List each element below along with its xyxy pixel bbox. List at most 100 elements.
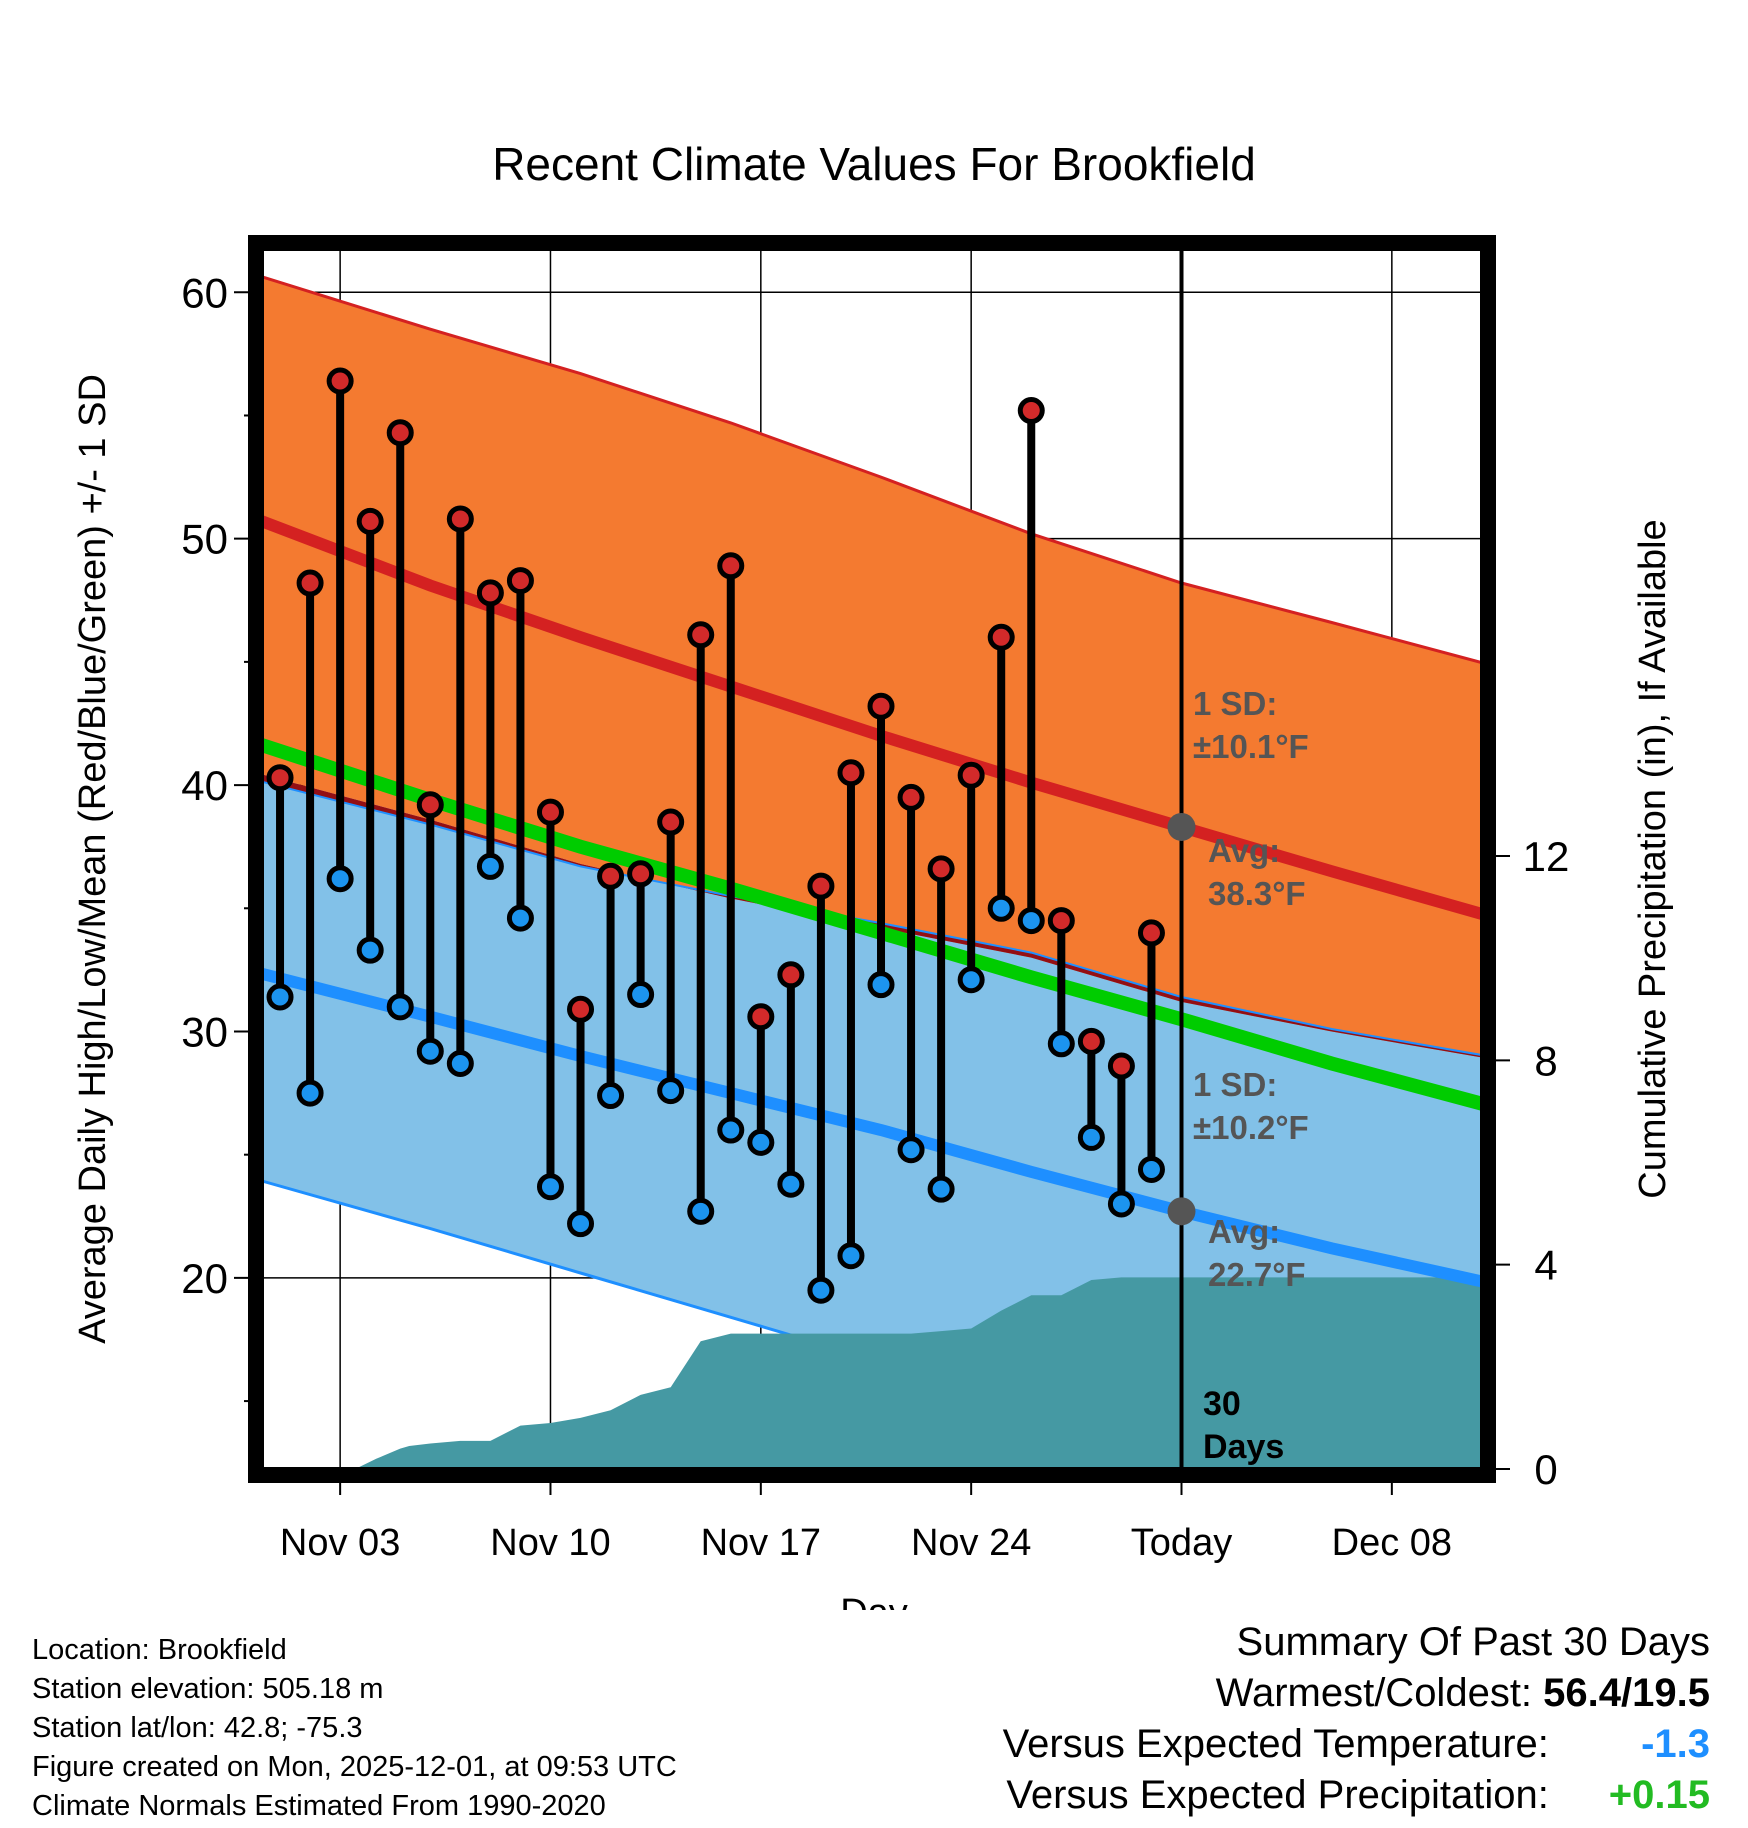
today-low-avg-marker — [1167, 1197, 1196, 1226]
daily-high-point — [687, 621, 715, 649]
y-tick-label: 30 — [181, 1008, 228, 1055]
high-sd-upper-edge — [262, 275, 1482, 665]
y-axis-right-label: Cumulative Precipitation (in), If Availa… — [1632, 519, 1674, 1198]
climate-chart: Recent Climate Values For Brookfield 20 3… — [72, 138, 1674, 1610]
daily-low-point — [506, 904, 534, 932]
annotation-low-sd-label: 1 SD: — [1193, 1066, 1277, 1103]
daily-high-point — [597, 862, 625, 890]
daily-high-point — [777, 961, 805, 989]
daily-high-point — [657, 808, 685, 836]
daily-low-point — [326, 865, 354, 893]
station-elevation: Station elevation: 505.18 m — [32, 1673, 384, 1705]
daily-low-point — [567, 1210, 595, 1238]
y-tick-label: 40 — [181, 762, 228, 809]
daily-low-point — [1107, 1190, 1135, 1218]
temp-label: Versus Expected Temperature: — [1002, 1722, 1549, 1766]
station-location: Location: Brookfield — [32, 1634, 287, 1666]
x-axis-label: Day — [840, 1592, 908, 1610]
chart-title: Recent Climate Values For Brookfield — [492, 138, 1256, 190]
daily-low-point — [657, 1077, 685, 1105]
y-tick-label: 50 — [181, 516, 228, 563]
daily-high-point — [717, 552, 745, 580]
x-tick-label: Nov 03 — [280, 1522, 400, 1564]
daily-high-point — [837, 759, 865, 787]
annotation-low-sd-value: ±10.2°F — [1193, 1109, 1309, 1146]
daily-low-point — [807, 1276, 835, 1304]
daily-high-point — [987, 623, 1015, 651]
daily-high-point — [446, 505, 474, 533]
annotation-low-avg-label: Avg: — [1208, 1213, 1280, 1250]
daily-low-point — [1017, 907, 1045, 935]
today-high-avg-marker — [1167, 812, 1196, 841]
daily-high-point — [807, 872, 835, 900]
daily-low-point — [416, 1037, 444, 1065]
cumulative-precip-area — [262, 1277, 1482, 1469]
daily-low-point — [777, 1170, 805, 1198]
x-tick-label: Dec 08 — [1332, 1522, 1452, 1564]
y-tick-label: 20 — [181, 1255, 228, 1302]
precip-anomaly-value: +0.15 — [1608, 1773, 1710, 1817]
y-tick-label: 60 — [181, 269, 228, 316]
x-tick-label: Nov 10 — [490, 1522, 610, 1564]
daily-high-point — [927, 855, 955, 883]
daily-low-point — [927, 1175, 955, 1203]
daily-low-point — [446, 1050, 474, 1078]
plot-frame — [248, 235, 1496, 1483]
daily-high-point — [1107, 1052, 1135, 1080]
days-window-word: Days — [1203, 1428, 1284, 1466]
daily-high-point — [476, 579, 504, 607]
station-latlon: Station lat/lon: 42.8; -75.3 — [32, 1712, 363, 1744]
warmest-value: 56.4/19.5 — [1543, 1671, 1710, 1715]
daily-low-point — [386, 993, 414, 1021]
daily-low-point — [837, 1242, 865, 1270]
annotation-high-sd-value: ±10.1°F — [1193, 728, 1309, 765]
daily-low-point — [627, 981, 655, 1009]
y-axis-label: Average Daily High/Low/Mean (Red/Blue/Gr… — [72, 374, 114, 1344]
y-right-tick-label: 12 — [1523, 833, 1570, 880]
y-right-tick-label: 4 — [1534, 1242, 1557, 1289]
daily-high-point — [506, 567, 534, 595]
daily-low-point — [536, 1173, 564, 1201]
daily-low-point — [1137, 1155, 1165, 1183]
daily-high-point — [1137, 919, 1165, 947]
summary-panel: Summary Of Past 30 Days Warmest/Coldest:… — [1003, 1617, 1710, 1821]
summary-warmest-row: Warmest/Coldest: 56.4/19.5 — [1003, 1668, 1710, 1719]
annotation-high-sd-label: 1 SD: — [1193, 685, 1277, 722]
daily-high-point — [867, 692, 895, 720]
x-tick-label: Nov 24 — [911, 1522, 1031, 1564]
daily-high-point — [1047, 907, 1075, 935]
daily-low-point — [747, 1128, 775, 1156]
daily-high-point — [747, 1003, 775, 1031]
summary-precip-row: Versus Expected Precipitation: +0.15 — [1003, 1770, 1710, 1821]
normal-low-line — [262, 967, 1482, 1288]
daily-high-point — [897, 783, 925, 811]
daily-high-point — [386, 419, 414, 447]
days-window-number: 30 — [1203, 1385, 1241, 1423]
annotation-high-avg-label: Avg: — [1208, 832, 1280, 869]
daily-high-point — [957, 761, 985, 789]
daily-low-point — [987, 894, 1015, 922]
daily-low-point — [957, 966, 985, 994]
daily-low-point — [1077, 1123, 1105, 1151]
annotation-high-avg-value: 38.3°F — [1208, 875, 1306, 912]
daily-low-point — [867, 971, 895, 999]
station-info: Location: Brookfield Station elevation: … — [32, 1631, 677, 1826]
daily-high-point — [1077, 1027, 1105, 1055]
daily-high-point — [356, 507, 384, 535]
daily-high-point — [326, 367, 354, 395]
daily-high-point — [536, 798, 564, 826]
daily-low-point — [687, 1197, 715, 1225]
temp-anomaly-value: -1.3 — [1641, 1722, 1710, 1766]
x-tick-label: Nov 17 — [701, 1522, 821, 1564]
daily-high-point — [416, 791, 444, 819]
daily-low-point — [1047, 1030, 1075, 1058]
daily-low-point — [597, 1082, 625, 1110]
summary-title: Summary Of Past 30 Days — [1236, 1620, 1710, 1664]
precip-label: Versus Expected Precipitation: — [1006, 1773, 1549, 1817]
y-right-tick-label: 0 — [1534, 1446, 1557, 1493]
high-sd-band — [262, 276, 1482, 1058]
daily-high-point — [567, 995, 595, 1023]
daily-high-point — [266, 764, 294, 792]
warmest-label: Warmest/Coldest: — [1215, 1671, 1533, 1715]
daily-low-point — [897, 1136, 925, 1164]
